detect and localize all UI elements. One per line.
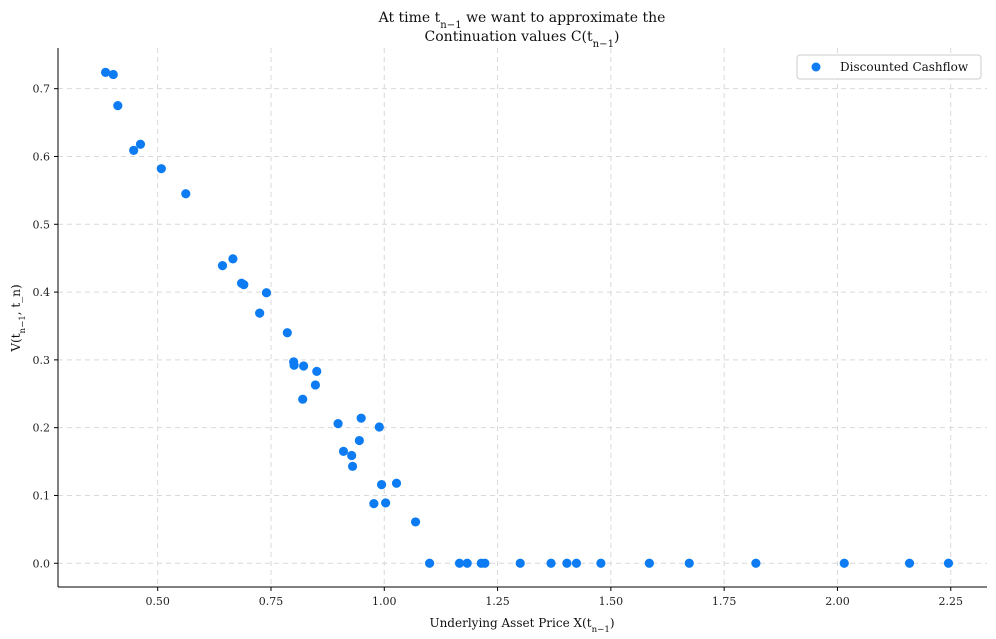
data-point (129, 145, 139, 155)
data-point (904, 558, 915, 568)
data-point (108, 69, 118, 80)
tick-labels: 0.50 0.75 1.00 1.25 1.50 1.75 2.00 2.25 0.0 0.1 0.… (33, 83, 963, 608)
y-tick-label: 0.7 (33, 83, 51, 96)
data-point (839, 558, 849, 568)
data-point (462, 558, 472, 568)
data-point (381, 498, 391, 508)
data-point (546, 558, 556, 568)
data-point (391, 478, 402, 488)
x-tick-label: 1.25 (485, 595, 510, 608)
data-point (596, 558, 606, 568)
data-point (356, 413, 366, 423)
x-tick-label: 2.25 (938, 595, 963, 608)
y-axis-label: V(tn−1, t_n) (9, 284, 28, 352)
y-tick-label: 0.4 (33, 286, 51, 299)
data-point (644, 558, 654, 568)
data-point (347, 450, 357, 461)
data-point (338, 446, 349, 457)
chart-title-line1: At time tn−1 we want to approximate the (378, 10, 666, 31)
data-point (751, 558, 761, 568)
legend-marker (811, 62, 821, 72)
y-tick-label: 0.0 (33, 557, 51, 570)
grid-lines (58, 48, 987, 587)
chart-title-line2: Continuation values C(tn−1) (425, 29, 620, 50)
data-point (289, 360, 299, 370)
data-point (376, 480, 387, 490)
x-axis-label: Underlying Asset Price X(tn−1) (429, 616, 614, 635)
data-point (480, 558, 490, 568)
data-point (217, 261, 228, 271)
data-point (299, 361, 309, 371)
data-point (354, 435, 364, 446)
data-point (369, 499, 379, 509)
legend-box (796, 54, 982, 80)
data-point (156, 164, 166, 174)
data-point (298, 394, 308, 404)
data-point (684, 558, 694, 568)
x-tick-label: 1.75 (712, 595, 737, 608)
data-point (515, 558, 525, 568)
x-tick-label: 0.50 (145, 595, 170, 608)
data-point (181, 189, 191, 199)
y-tick-label: 0.6 (33, 150, 51, 163)
data-point (333, 419, 343, 429)
data-point (374, 422, 384, 432)
data-point (228, 254, 238, 264)
data-point (571, 558, 582, 568)
data-point (425, 558, 435, 568)
data-point (562, 558, 572, 568)
axes (57, 48, 987, 588)
y-tick-label: 0.2 (33, 422, 51, 435)
x-tick-label: 0.75 (259, 595, 284, 608)
x-tick-label: 1.50 (599, 595, 624, 608)
data-point (282, 328, 292, 338)
data-point (113, 101, 123, 111)
data-point (943, 558, 954, 568)
legend: Discounted Cashflow (796, 54, 982, 80)
data-point (261, 288, 272, 298)
y-tick-label: 0.5 (33, 218, 51, 231)
data-point (255, 308, 265, 318)
data-point (312, 366, 322, 376)
data-point (347, 461, 358, 471)
x-tick-label: 2.00 (825, 595, 850, 608)
data-point (135, 139, 146, 149)
y-tick-label: 0.3 (33, 354, 51, 367)
y-tick-label: 0.1 (33, 489, 51, 502)
data-point (239, 280, 249, 290)
data-points (100, 67, 954, 568)
data-point (100, 67, 111, 78)
x-tick-label: 1.00 (372, 595, 397, 608)
data-point (454, 558, 465, 568)
data-point (310, 380, 321, 390)
data-point (410, 517, 421, 527)
legend-label: Discounted Cashflow (840, 60, 969, 74)
